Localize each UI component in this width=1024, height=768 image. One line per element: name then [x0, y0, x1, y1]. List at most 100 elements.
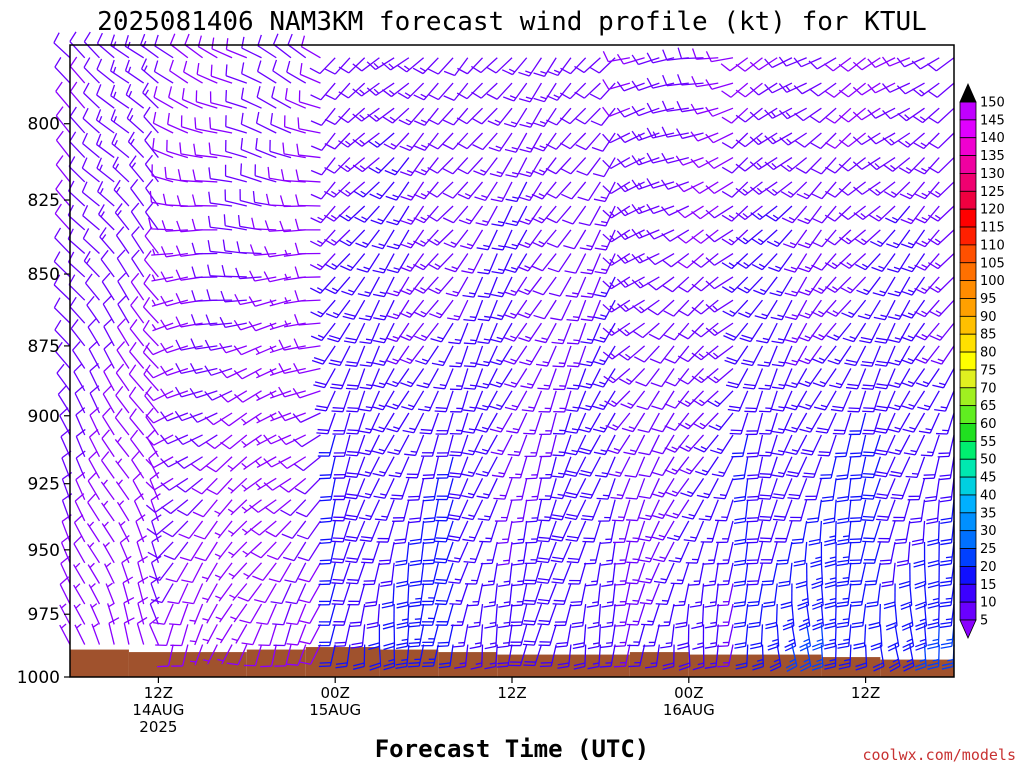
wind-barb	[206, 289, 233, 302]
barb-full-feather	[578, 428, 590, 433]
barb-half-feather	[778, 361, 785, 364]
barb-full-feather	[240, 163, 243, 175]
barb-half-feather	[496, 404, 503, 408]
wind-barb	[462, 276, 484, 298]
barb-full-feather	[729, 405, 741, 409]
wind-barb	[746, 478, 764, 502]
barb-staff	[819, 520, 823, 543]
wind-barb	[351, 624, 366, 649]
barb-staff	[576, 520, 587, 542]
barb-staff	[452, 181, 469, 199]
barb-staff	[55, 115, 71, 134]
barb-staff	[536, 456, 543, 479]
wind-barb	[631, 252, 660, 264]
barb-full-feather	[206, 488, 218, 496]
barb-full-feather	[332, 599, 345, 602]
barb-half-feather	[76, 623, 82, 629]
barb-full-feather	[705, 159, 715, 169]
barb-half-feather	[538, 216, 545, 221]
barb-staff	[681, 82, 704, 86]
barb-full-feather	[463, 342, 476, 345]
barb-full-feather	[233, 319, 242, 331]
barb-staff	[395, 345, 410, 365]
barb-full-feather	[408, 645, 420, 648]
barb-full-feather	[164, 166, 167, 179]
wind-barb	[771, 478, 793, 500]
barb-half-feather	[455, 599, 462, 602]
wind-barb	[270, 583, 292, 605]
wind-barb	[503, 322, 528, 342]
wind-barb	[169, 59, 189, 84]
barb-full-feather	[646, 282, 657, 291]
barb-full-feather	[329, 334, 341, 340]
barb-full-feather	[602, 327, 613, 336]
barb-half-feather	[526, 383, 534, 386]
barb-full-feather	[733, 520, 746, 525]
wind-barb	[784, 322, 808, 344]
wind-barb	[532, 132, 557, 152]
barb-full-feather	[705, 209, 715, 219]
barb-staff	[375, 57, 395, 71]
barb-full-feather	[577, 196, 589, 202]
barb-full-feather	[396, 64, 408, 73]
barb-half-feather	[609, 235, 615, 241]
barb-full-feather	[143, 273, 151, 284]
barb-half-feather	[374, 140, 381, 146]
barb-staff	[715, 624, 719, 647]
barb-staff	[590, 345, 601, 367]
barb-half-feather	[255, 460, 261, 467]
barb-staff	[225, 150, 247, 159]
wind-barb	[434, 520, 454, 543]
barb-staff	[683, 181, 704, 193]
wind-barb	[491, 253, 513, 275]
barb-staff	[793, 229, 808, 249]
wind-barb	[626, 499, 646, 522]
barb-staff	[795, 434, 808, 455]
wind-barb	[55, 155, 71, 183]
barb-staff	[791, 624, 797, 647]
wind-barb	[382, 107, 410, 124]
barb-staff	[769, 520, 778, 543]
wind-barb	[655, 583, 675, 606]
barb-full-feather	[396, 604, 408, 609]
barb-full-feather	[764, 58, 773, 68]
barb-full-feather	[613, 604, 626, 607]
barb-staff	[88, 436, 101, 458]
barb-full-feather	[800, 665, 812, 672]
wind-barb	[219, 316, 247, 329]
wind-barb	[295, 169, 321, 183]
wind-barb	[506, 412, 528, 434]
wind-barb	[472, 132, 498, 151]
barb-half-feather	[773, 658, 780, 663]
barb-full-feather	[83, 31, 91, 43]
wind-barb	[396, 57, 425, 73]
wind-barb	[594, 253, 616, 275]
barb-full-feather	[638, 474, 651, 478]
barb-full-feather	[644, 665, 657, 669]
barb-full-feather	[738, 312, 750, 318]
barb-full-feather	[692, 422, 704, 430]
barb-full-feather	[551, 535, 564, 539]
wind-barb	[797, 229, 822, 249]
barb-staff	[529, 107, 543, 128]
barb-staff	[496, 82, 513, 100]
barb-full-feather	[355, 242, 367, 249]
barb-half-feather	[526, 146, 533, 150]
barb-full-feather	[748, 621, 761, 625]
barb-full-feather	[143, 106, 151, 117]
barb-half-feather	[715, 424, 722, 429]
wind-barb	[447, 520, 469, 542]
barb-staff	[776, 644, 782, 667]
barb-staff	[114, 439, 130, 458]
wind-barb	[366, 603, 381, 629]
barb-staff	[69, 41, 86, 59]
barb-staff	[369, 434, 380, 455]
barb-full-feather	[531, 265, 543, 272]
barb-full-feather	[145, 178, 154, 189]
wind-barb	[215, 583, 233, 602]
wind-barb	[758, 499, 778, 522]
barb-half-feather	[572, 292, 579, 295]
barb-full-feather	[299, 661, 311, 665]
barb-full-feather	[434, 410, 447, 413]
barb-staff	[648, 412, 660, 433]
